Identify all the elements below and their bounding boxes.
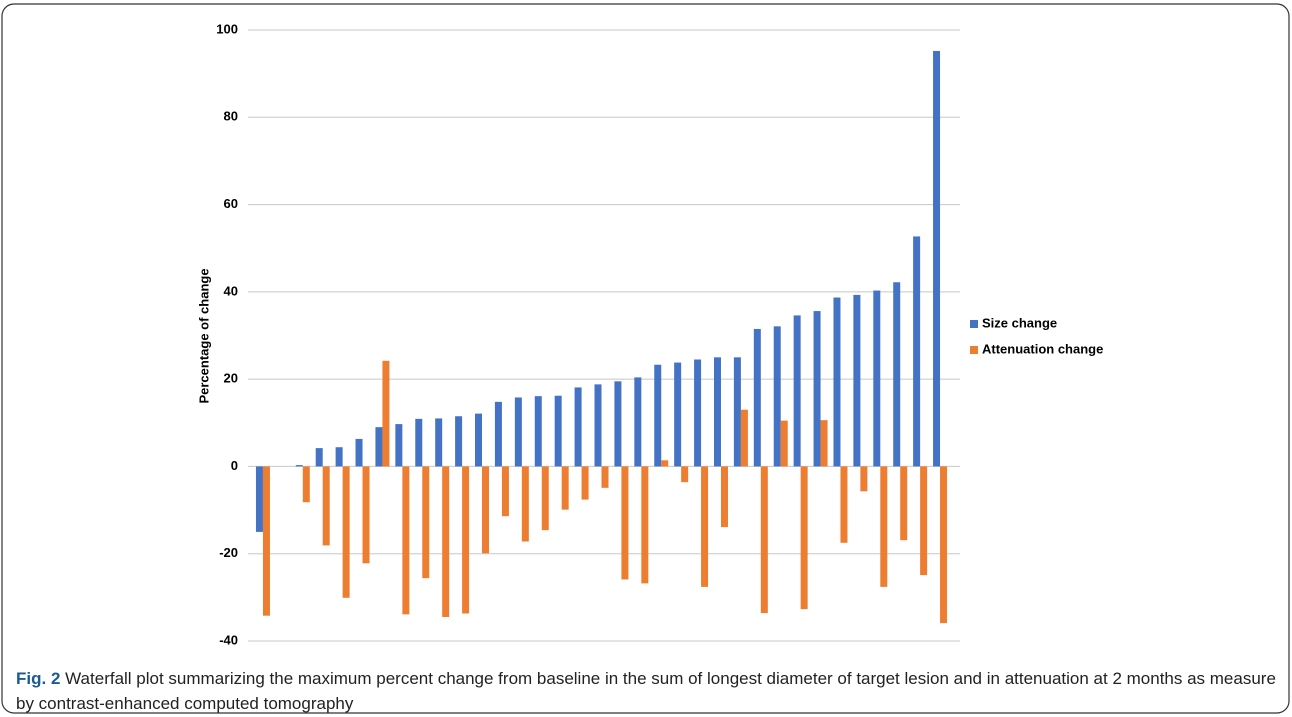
- bar: [674, 362, 682, 467]
- bar: [820, 420, 828, 467]
- y-tick-label: 100: [216, 21, 238, 36]
- bar: [335, 447, 343, 467]
- bar: [873, 290, 881, 467]
- bar: [661, 460, 669, 467]
- bar: [813, 311, 821, 467]
- bar: [940, 466, 948, 624]
- bar: [920, 466, 928, 576]
- bar: [494, 401, 502, 467]
- y-tick-label: 0: [231, 458, 238, 473]
- caption-label: Fig. 2: [16, 669, 61, 688]
- bar: [541, 466, 549, 531]
- bar: [733, 357, 741, 467]
- bar: [833, 297, 841, 467]
- y-tick-label: 40: [224, 283, 238, 298]
- y-tick-label: -40: [219, 632, 238, 647]
- bar: [773, 326, 781, 467]
- bar: [342, 466, 350, 598]
- bar: [362, 466, 370, 564]
- bar: [382, 360, 390, 467]
- bar: [322, 466, 330, 546]
- bar: [561, 466, 569, 510]
- bar: [933, 50, 941, 467]
- bar: [355, 438, 363, 467]
- bar: [581, 466, 589, 500]
- bar: [395, 424, 403, 467]
- bar: [455, 416, 463, 467]
- bar: [913, 236, 921, 467]
- bar: [621, 466, 629, 580]
- bar: [860, 466, 868, 492]
- bar: [262, 466, 270, 616]
- caption: Fig. 2 Waterfall plot summarizing the ma…: [16, 666, 1276, 716]
- bar: [514, 397, 522, 467]
- bar: [462, 466, 470, 614]
- bar: [255, 466, 263, 532]
- bar: [701, 466, 709, 587]
- bar: [694, 359, 702, 467]
- bar: [893, 282, 901, 467]
- legend-label: Size change: [982, 315, 1057, 330]
- y-axis-label: Percentage of change: [196, 268, 211, 403]
- bar: [594, 384, 602, 467]
- legend-swatch: [970, 346, 978, 354]
- bar: [435, 418, 443, 467]
- bar: [634, 377, 642, 467]
- bar: [422, 466, 430, 579]
- bar: [501, 466, 509, 517]
- bar: [753, 328, 761, 467]
- bar: [475, 413, 483, 467]
- y-tick-label: -20: [219, 545, 238, 560]
- frame: [1, 3, 1290, 714]
- bar: [713, 357, 721, 467]
- bar: [840, 466, 848, 543]
- bar: [800, 466, 808, 610]
- bar: [534, 396, 542, 467]
- bar: [793, 315, 801, 467]
- bar: [295, 465, 303, 467]
- bar: [654, 364, 662, 467]
- bar: [315, 448, 323, 467]
- bar: [614, 381, 622, 467]
- y-tick-label: 60: [224, 196, 238, 211]
- bar: [402, 466, 410, 615]
- legend-swatch: [970, 320, 978, 328]
- bar: [853, 294, 861, 467]
- bar: [641, 466, 649, 584]
- bar: [720, 466, 728, 528]
- bar: [900, 466, 908, 541]
- legend-label: Attenuation change: [982, 341, 1103, 356]
- bar: [880, 466, 888, 587]
- bar: [574, 387, 582, 467]
- bar: [780, 420, 788, 467]
- bar: [554, 395, 562, 467]
- bar: [740, 409, 748, 467]
- caption-text: Waterfall plot summarizing the maximum p…: [16, 669, 1276, 713]
- bar: [521, 466, 529, 542]
- bar: [442, 466, 450, 617]
- bar: [302, 466, 310, 503]
- bar: [415, 418, 423, 467]
- bar: [681, 466, 689, 483]
- bar: [760, 466, 768, 614]
- bar: [482, 466, 490, 554]
- bar: [375, 427, 383, 467]
- y-tick-label: 80: [224, 109, 238, 124]
- bar: [601, 466, 609, 488]
- y-tick-label: 20: [224, 371, 238, 386]
